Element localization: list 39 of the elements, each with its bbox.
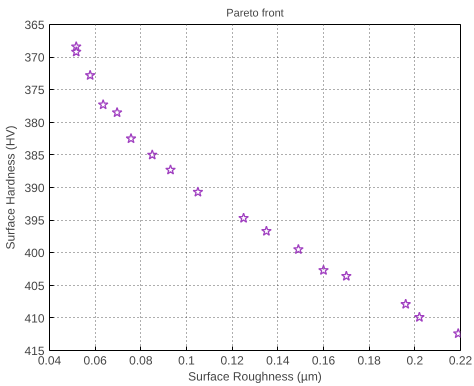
y-tick-label: 375: [24, 83, 45, 98]
point: [126, 132, 136, 144]
point: [146, 149, 158, 160]
y-tick-label: 405: [24, 278, 45, 293]
x-tick-label: 0.12: [220, 354, 244, 368]
point: [70, 46, 82, 57]
x-tick-label: 0.1: [178, 354, 196, 368]
x-tick-label: 0.08: [129, 354, 153, 368]
y-tick-label: 365: [24, 18, 45, 32]
point: [165, 164, 176, 175]
x-tick-label: 0.06: [83, 354, 108, 368]
point: [70, 41, 82, 52]
x-tick-label: 0.14: [266, 354, 290, 368]
point: [112, 106, 122, 118]
y-tick-label: 395: [24, 214, 45, 228]
point: [84, 70, 96, 80]
point: [318, 264, 329, 275]
point: [238, 212, 249, 223]
x-tick-label: 0.04: [38, 354, 62, 368]
y-axis-title: Surface Hardness (HV): [3, 125, 18, 250]
y-tick-label: 400: [24, 246, 45, 260]
point: [98, 99, 109, 110]
x-tick-label: 0.2: [406, 354, 424, 368]
x-tick-label: 0.18: [357, 354, 382, 368]
point: [414, 312, 425, 322]
y-tick-label: 390: [24, 181, 45, 195]
y-tick-label: 370: [24, 50, 45, 65]
y-tick-label: 380: [24, 116, 45, 130]
point: [340, 270, 352, 281]
y-tick-label: 385: [24, 148, 45, 162]
x-tick-label: 0.22: [448, 354, 473, 368]
point: [292, 244, 304, 254]
point: [400, 298, 412, 309]
x-tick-label: 0.16: [312, 354, 336, 368]
point: [261, 226, 272, 236]
y-tick-label: 410: [24, 311, 45, 326]
chart-title: Pareto front: [226, 8, 284, 20]
point: [192, 186, 204, 197]
x-axis-title: Surface Roughness (µm): [188, 370, 322, 384]
